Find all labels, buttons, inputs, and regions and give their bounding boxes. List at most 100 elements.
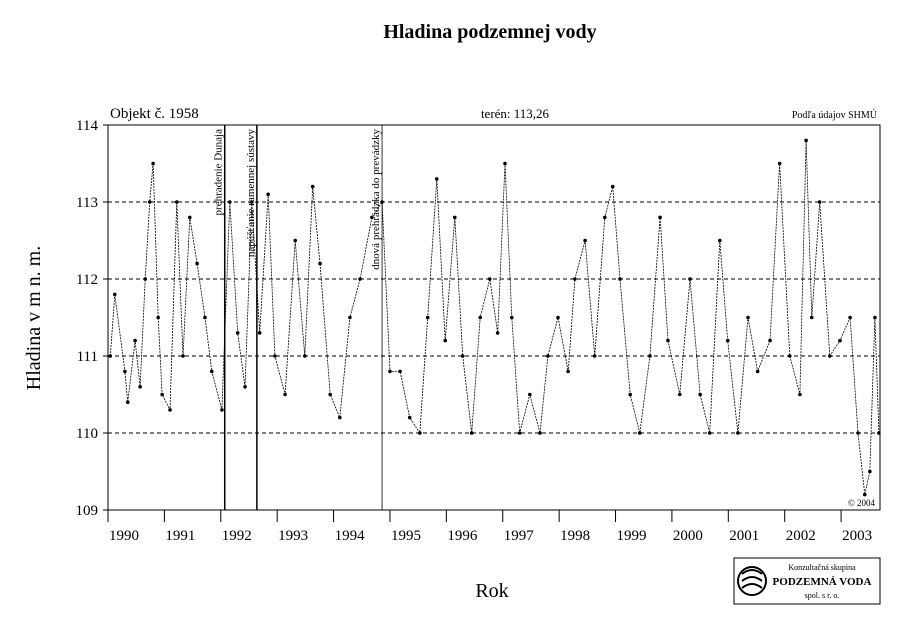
data-point [804, 138, 808, 143]
y-tick-label: 114 [76, 118, 98, 134]
data-point [698, 392, 702, 397]
data-point [358, 277, 362, 281]
object-label: Objekt č. 1958 [110, 106, 199, 122]
x-tick-label: 1998 [560, 528, 590, 544]
data-point [293, 238, 298, 243]
x-tick-label: 2003 [842, 528, 872, 544]
data-point [556, 315, 560, 320]
data-point [495, 331, 500, 335]
data-point [143, 277, 148, 281]
data-point [388, 369, 392, 374]
data-point [868, 469, 872, 474]
x-tick-label: 1994 [335, 528, 366, 544]
y-tick-label: 109 [76, 503, 99, 519]
event-label: napúšťanie ramennej sústavy [245, 129, 257, 258]
data-point [398, 369, 402, 374]
logo: Konzultačná skupina PODZEMNÁ VODA spol. … [733, 557, 881, 605]
data-point [407, 415, 412, 420]
y-tick-label: 113 [76, 195, 98, 211]
data-point [283, 392, 287, 397]
data-point [160, 392, 164, 397]
data-point [707, 431, 712, 435]
y-tick-label: 111 [77, 349, 98, 365]
x-tick-label: 1996 [447, 528, 478, 544]
x-tick-label: 1999 [617, 528, 647, 544]
data-point [877, 431, 881, 435]
data-point [138, 385, 142, 389]
data-point [156, 315, 160, 320]
data-point [434, 177, 439, 181]
data-point [628, 392, 632, 397]
data-point [123, 369, 127, 374]
y-tick-label: 112 [76, 272, 98, 288]
data-point [817, 200, 822, 204]
x-tick-label: 1995 [391, 528, 421, 544]
data-point [310, 184, 315, 189]
plot-frame [107, 124, 881, 511]
data-point [725, 338, 730, 343]
data-point [443, 338, 448, 343]
data-point [873, 315, 877, 320]
data-point [108, 354, 113, 358]
data-point [174, 200, 179, 204]
data-point [862, 492, 867, 497]
data-point [528, 392, 532, 397]
y-axis-label: Hladina v m n. m. [23, 246, 45, 390]
data-point [746, 315, 750, 320]
data-point [755, 369, 760, 374]
data-point [478, 315, 482, 320]
data-point [718, 238, 722, 243]
data-point [228, 200, 232, 204]
data-point [209, 369, 214, 374]
x-tick-label: 1990 [109, 528, 139, 544]
data-point [856, 431, 860, 435]
x-tick-label: 2000 [673, 528, 703, 544]
event-label: prehradenie Dunaja [213, 129, 225, 216]
data-point [328, 392, 332, 397]
data-point [583, 238, 587, 243]
data-point [133, 338, 137, 343]
logo-icon [737, 566, 767, 596]
event-label: dnová prehrádzka do prevádzky [370, 129, 382, 270]
chart-title: Hladina podzemnej vody [383, 21, 596, 43]
logo-name: PODZEMNÁ VODA [773, 576, 872, 588]
data-point [658, 215, 662, 220]
data-point [266, 192, 270, 197]
data-point [453, 215, 457, 220]
data-point [648, 354, 652, 358]
logo-waves [741, 569, 763, 589]
data-point [348, 315, 352, 320]
data-point [235, 331, 240, 335]
data-point [777, 161, 782, 166]
data-point [610, 184, 615, 189]
data-point [370, 215, 374, 220]
data-point [573, 277, 577, 281]
data-point [243, 385, 247, 389]
logo-bottom: spol. s r. o. [805, 591, 840, 600]
y-tick-label: 110 [76, 426, 98, 442]
data-point [592, 354, 597, 358]
data-point [787, 354, 792, 358]
data-point [249, 200, 254, 204]
data-point [151, 161, 155, 166]
data-point [768, 338, 772, 343]
data-point [203, 315, 207, 320]
data-point [125, 400, 130, 405]
data-point [838, 338, 842, 343]
copyright: © 2004 [848, 498, 876, 508]
data-point [798, 392, 802, 397]
x-tick-label: 1992 [222, 528, 252, 544]
data-point [618, 277, 622, 281]
data-point [688, 277, 692, 281]
data-point [678, 392, 682, 397]
data-point [112, 292, 117, 297]
data-point [220, 408, 224, 412]
data-point [487, 277, 492, 281]
terrain-label: terén: 113,26 [481, 106, 550, 121]
data-point [503, 161, 507, 166]
logo-box [733, 557, 881, 605]
x-axis-label: Rok [475, 580, 508, 602]
data-point [257, 331, 262, 335]
data-point [828, 354, 832, 358]
